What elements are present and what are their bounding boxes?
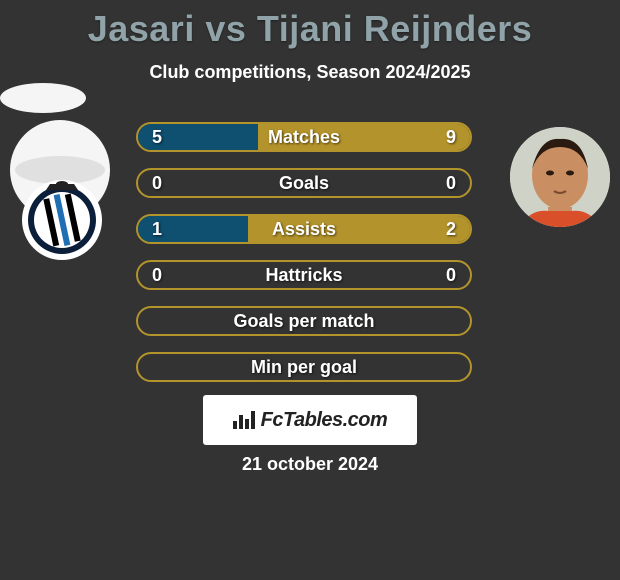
page-title: Jasari vs Tijani Reijnders	[0, 0, 620, 50]
date-text: 21 october 2024	[0, 454, 620, 475]
stat-label: Matches	[138, 127, 470, 148]
stat-label: Hattricks	[138, 265, 470, 286]
stat-label: Min per goal	[138, 357, 470, 378]
player-photo-icon	[510, 127, 610, 227]
stat-label: Goals	[138, 173, 470, 194]
fctables-badge[interactable]: FcTables.com	[203, 395, 417, 445]
stat-row: 00Hattricks	[136, 260, 472, 290]
player-left-club-logo	[20, 178, 104, 262]
club-brugge-icon	[20, 178, 104, 262]
stat-row: 12Assists	[136, 214, 472, 244]
stats-comparison: 59Matches 00Goals 12Assists 00Hattricks Goal…	[136, 122, 472, 398]
stat-row: 59Matches	[136, 122, 472, 152]
stat-row: Goals per match	[136, 306, 472, 336]
subtitle: Club competitions, Season 2024/2025	[0, 62, 620, 83]
stat-row: Min per goal	[136, 352, 472, 382]
stat-row: 00Goals	[136, 168, 472, 198]
player-right-avatar	[510, 127, 610, 227]
player-right-club-logo	[0, 83, 86, 113]
fctables-bars-icon	[233, 411, 255, 429]
stat-label: Assists	[138, 219, 470, 240]
fctables-label: FcTables.com	[261, 409, 388, 432]
stat-label: Goals per match	[138, 311, 470, 332]
